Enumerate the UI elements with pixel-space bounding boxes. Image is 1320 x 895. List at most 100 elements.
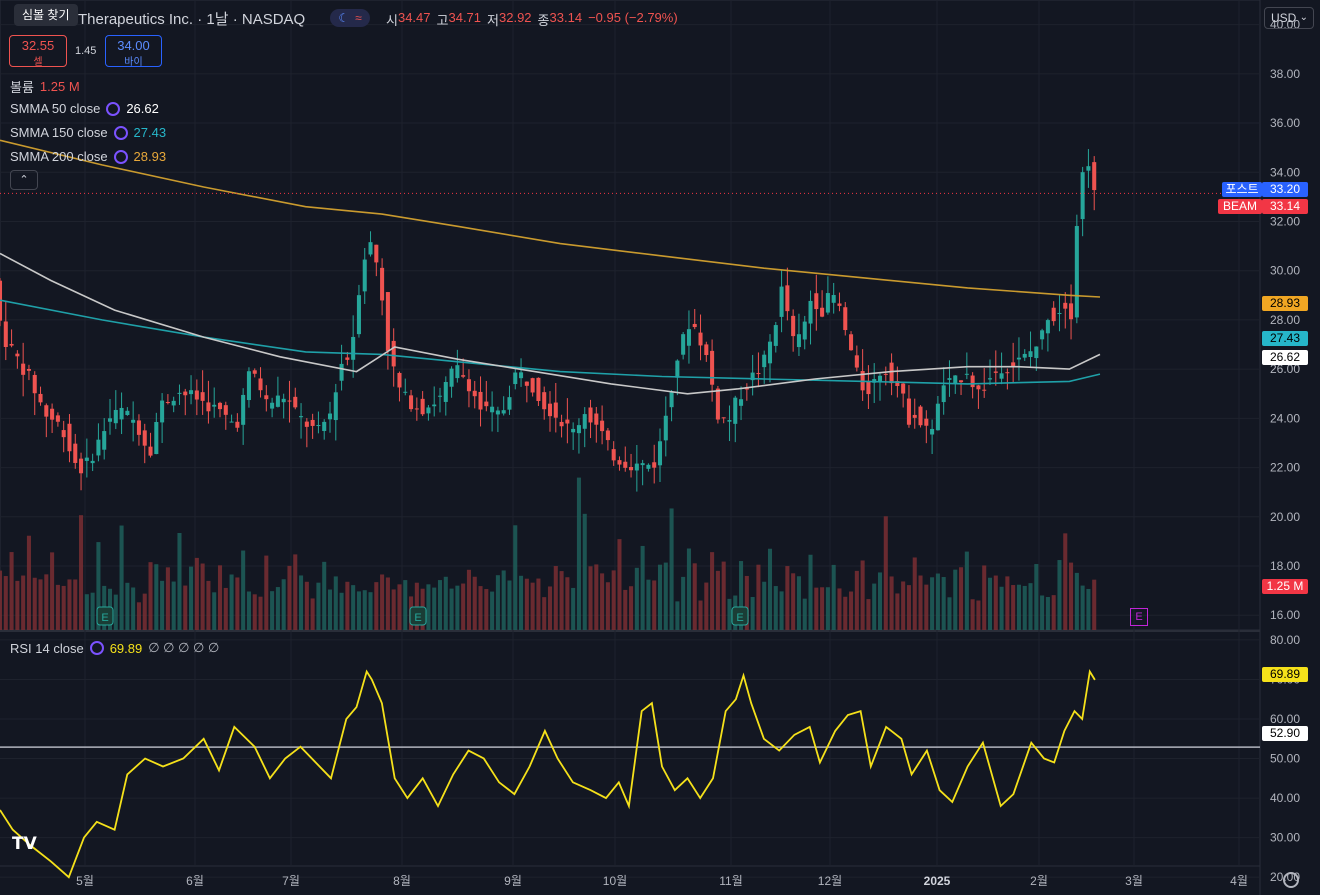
volume-bar	[461, 583, 466, 630]
candle-body	[582, 414, 587, 429]
volume-bar	[362, 590, 367, 630]
volume-bar	[1051, 595, 1056, 630]
sell-button[interactable]: 32.55 셀	[9, 35, 67, 68]
candle-body	[623, 461, 628, 468]
smma150-label: SMMA 150 close	[10, 125, 108, 140]
time-tick-label: 6월	[186, 874, 204, 888]
candle-body	[165, 402, 170, 404]
earnings-marker[interactable]	[96, 606, 114, 626]
ohlc-close-value: 33.14	[549, 10, 583, 25]
ohlc-open-label: 시	[386, 13, 398, 28]
buy-button[interactable]: 34.00 바이	[105, 35, 162, 68]
earnings-upcoming-marker[interactable]: E	[1130, 608, 1148, 626]
candle-body	[1022, 353, 1027, 358]
candle-body	[576, 425, 581, 434]
volume-bar	[26, 535, 31, 630]
candle-body	[750, 372, 755, 381]
time-tick-label: 9월	[504, 874, 522, 888]
volume-bar	[530, 582, 535, 630]
volume-bar	[704, 582, 709, 630]
candle-body	[594, 413, 599, 425]
earnings-marker[interactable]	[409, 606, 427, 626]
spread-value: 1.45	[75, 45, 97, 57]
smma50-legend[interactable]: SMMA 50 close 26.62	[10, 101, 159, 116]
sell-label: 셀	[33, 57, 43, 68]
time-tick-label: 11월	[719, 874, 743, 888]
candle-body	[420, 398, 425, 415]
candle-body	[987, 378, 993, 380]
candle-body	[779, 286, 784, 317]
candle-body	[553, 402, 558, 418]
time-tick-label: 3월	[1125, 874, 1143, 888]
rsi-midline-tag: 52.90	[1262, 726, 1308, 741]
volume-bar	[235, 577, 240, 630]
candle-body	[1074, 226, 1079, 318]
volume-bar	[1045, 597, 1050, 630]
candle-body	[912, 414, 917, 418]
volume-bar	[478, 586, 483, 630]
candle-body	[432, 404, 437, 407]
smma200-legend[interactable]: SMMA 200 close 28.93	[10, 149, 166, 164]
candle-body	[559, 421, 564, 427]
candle-body	[501, 410, 506, 414]
earnings-marker[interactable]	[731, 606, 749, 626]
volume-bar	[756, 564, 761, 630]
rsi-tag: 69.89	[1262, 667, 1308, 682]
candle-body	[235, 421, 240, 428]
candle-body	[131, 419, 136, 423]
volume-bar	[692, 563, 697, 630]
volume-bar	[484, 589, 489, 630]
candle-body	[629, 466, 634, 471]
candle-body	[600, 420, 605, 432]
candle-body	[767, 341, 773, 364]
volume-tag: 1.25 M	[1262, 579, 1308, 594]
earnings-marker-label: E	[101, 612, 108, 624]
volume-bar	[148, 562, 153, 630]
candle-body	[113, 409, 118, 424]
collapse-legend-button[interactable]: ⌃	[10, 170, 38, 190]
volume-bar	[710, 552, 715, 630]
candle-body	[617, 460, 622, 465]
candle-body	[1005, 372, 1010, 374]
candle-body	[547, 403, 553, 417]
settings-gear-icon[interactable]	[1283, 872, 1299, 888]
volume-legend[interactable]: 볼륨 1.25 M	[10, 77, 80, 96]
volume-bar	[924, 584, 929, 630]
volume-bar	[374, 582, 379, 630]
candle-body	[999, 373, 1004, 379]
time-tick-label: 4월	[1230, 874, 1248, 888]
volume-bar	[472, 576, 477, 630]
candle-body	[437, 395, 443, 397]
volume-bar	[1057, 560, 1062, 630]
volume-bar	[90, 592, 95, 630]
candle-body	[148, 446, 153, 456]
candle-body	[414, 408, 419, 410]
candle-body	[455, 365, 460, 379]
candle-body	[652, 462, 657, 468]
symbol-search-tooltip[interactable]: 심볼 찾기	[14, 4, 78, 26]
smma150-legend[interactable]: SMMA 150 close 27.43	[10, 125, 166, 140]
smma200-tag: 28.93	[1262, 296, 1308, 311]
rsi-legend[interactable]: RSI 14 close 69.89 ∅ ∅ ∅ ∅ ∅	[10, 640, 219, 656]
candle-body	[820, 307, 825, 317]
volume-bar	[119, 525, 124, 630]
rsi-value: 69.89	[109, 640, 143, 656]
volume-bar	[310, 598, 315, 630]
candle-body	[1045, 320, 1050, 334]
volume-bar	[739, 561, 744, 630]
candle-body	[640, 463, 645, 466]
currency-selector[interactable]: USD ⌄	[1264, 7, 1314, 29]
candle-body	[125, 410, 130, 416]
volume-bar	[171, 581, 176, 630]
volume-bar	[750, 596, 755, 630]
volume-bar	[617, 539, 622, 630]
candle-body	[362, 259, 367, 292]
candle-body	[119, 407, 124, 420]
candle-body	[918, 406, 923, 426]
tradingview-logo[interactable]: 𝗧𝗩	[12, 834, 37, 854]
volume-bar	[356, 591, 361, 630]
chart-title[interactable]: Therapeutics Inc. · 1날 · NASDAQ	[78, 11, 306, 28]
candle-body	[536, 377, 541, 401]
volume-bar	[565, 577, 570, 630]
